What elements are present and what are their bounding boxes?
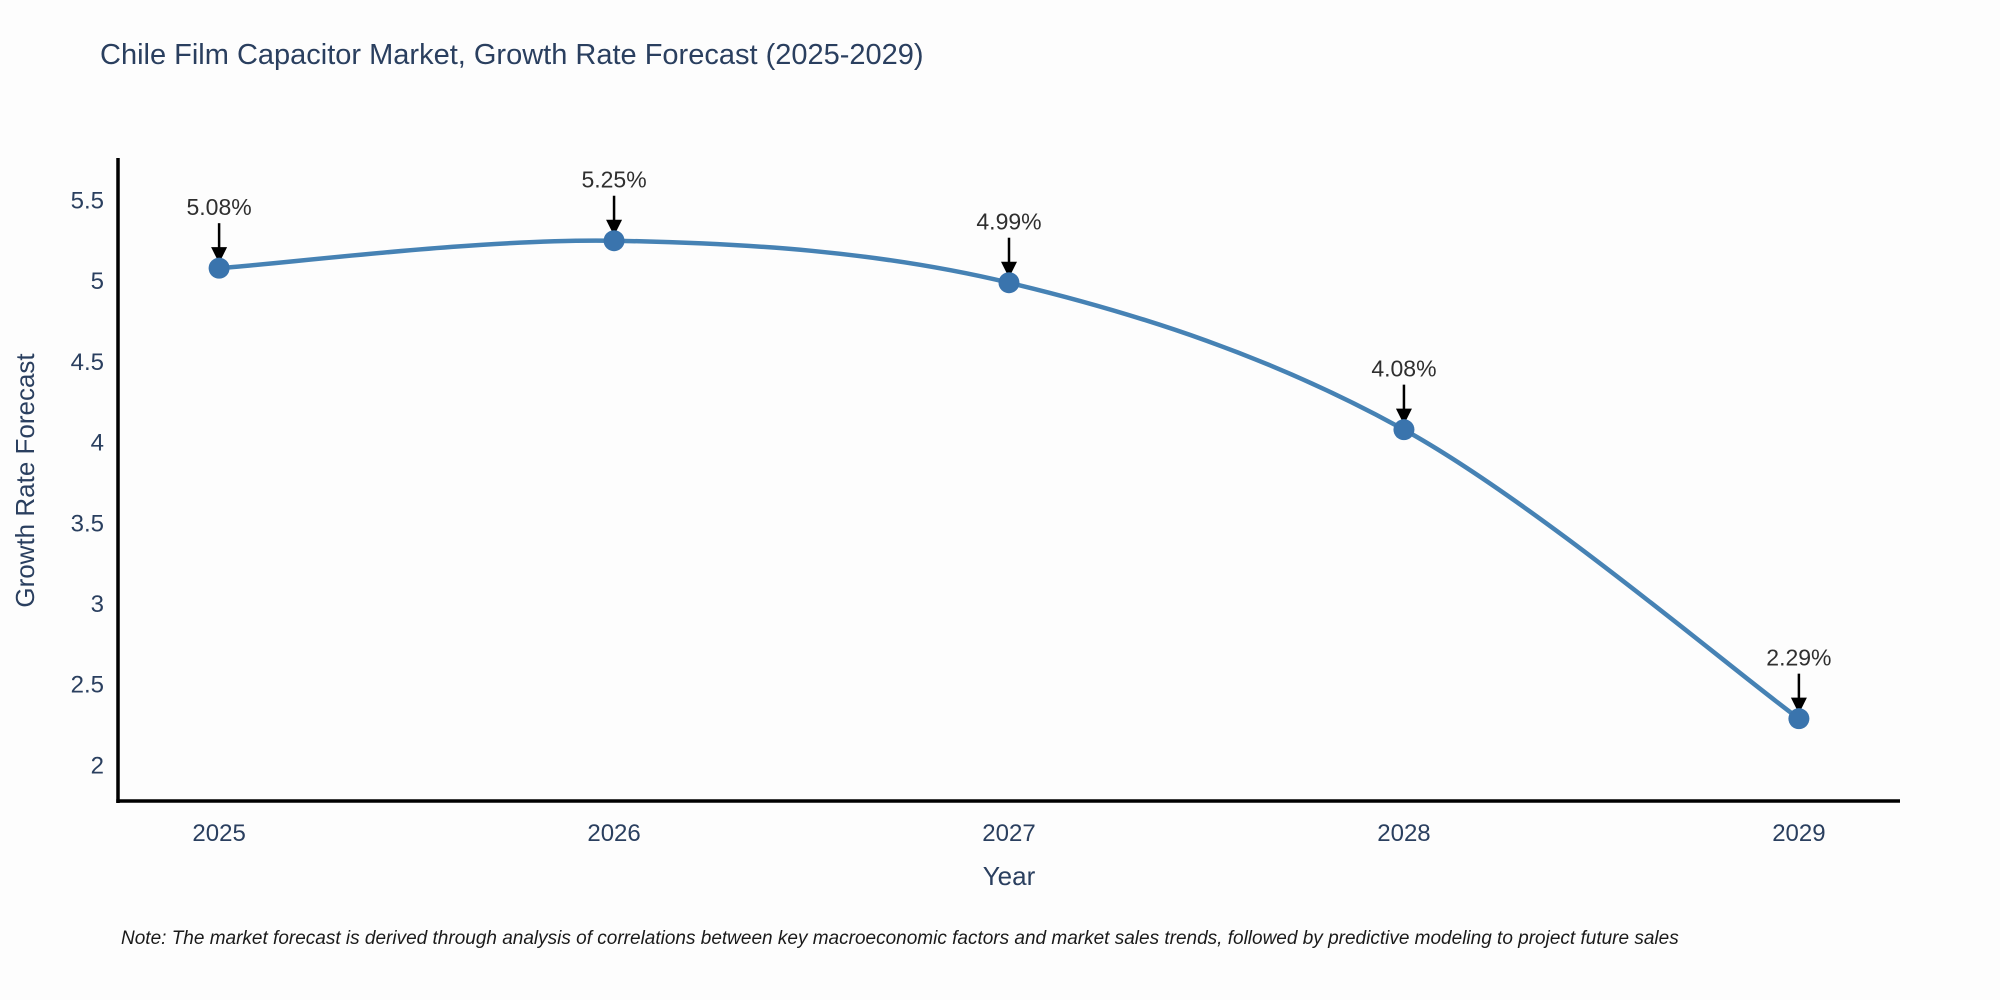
y-tick-label: 5 bbox=[91, 268, 104, 295]
data-point-label: 2.29% bbox=[1766, 645, 1831, 671]
trend-line bbox=[216, 238, 1802, 721]
y-tick-label: 5.5 bbox=[71, 187, 104, 214]
y-tick-label: 4.5 bbox=[71, 349, 104, 376]
annotation-arrowhead bbox=[606, 219, 623, 236]
x-tick-label: 2025 bbox=[192, 820, 245, 847]
y-axis-title: Growth Rate Forecast bbox=[10, 353, 40, 608]
y-tick-label: 4 bbox=[91, 430, 104, 457]
annotation-arrowhead bbox=[1395, 408, 1412, 425]
y-tick-label: 3 bbox=[91, 591, 104, 618]
x-tick-label: 2026 bbox=[587, 820, 640, 847]
data-point-marker bbox=[1393, 419, 1415, 441]
annotation-arrowhead bbox=[1001, 261, 1017, 278]
data-point-marker bbox=[208, 257, 230, 279]
data-point-label: 5.08% bbox=[186, 194, 251, 220]
chart-title: Chile Film Capacitor Market, Growth Rate… bbox=[100, 39, 924, 71]
x-tick-label: 2028 bbox=[1377, 820, 1430, 847]
chart-footnote: Note: The market forecast is derived thr… bbox=[121, 928, 1679, 949]
x-axis-title: Year bbox=[983, 861, 1036, 891]
data-point-label: 4.99% bbox=[976, 209, 1041, 235]
x-tick-label: 2029 bbox=[1772, 820, 1825, 847]
x-tick-label: 2027 bbox=[982, 820, 1035, 847]
data-point-marker bbox=[1788, 708, 1810, 730]
annotation-arrowhead bbox=[211, 247, 228, 264]
y-tick-label: 3.5 bbox=[71, 510, 104, 537]
y-tick-label: 2 bbox=[91, 752, 104, 779]
data-point-marker bbox=[998, 272, 1020, 294]
annotation-arrowhead bbox=[1790, 697, 1807, 714]
data-point-label: 5.25% bbox=[581, 167, 646, 193]
data-point-label: 4.08% bbox=[1371, 356, 1436, 382]
data-point-marker bbox=[603, 230, 625, 252]
y-tick-label: 2.5 bbox=[71, 672, 104, 699]
